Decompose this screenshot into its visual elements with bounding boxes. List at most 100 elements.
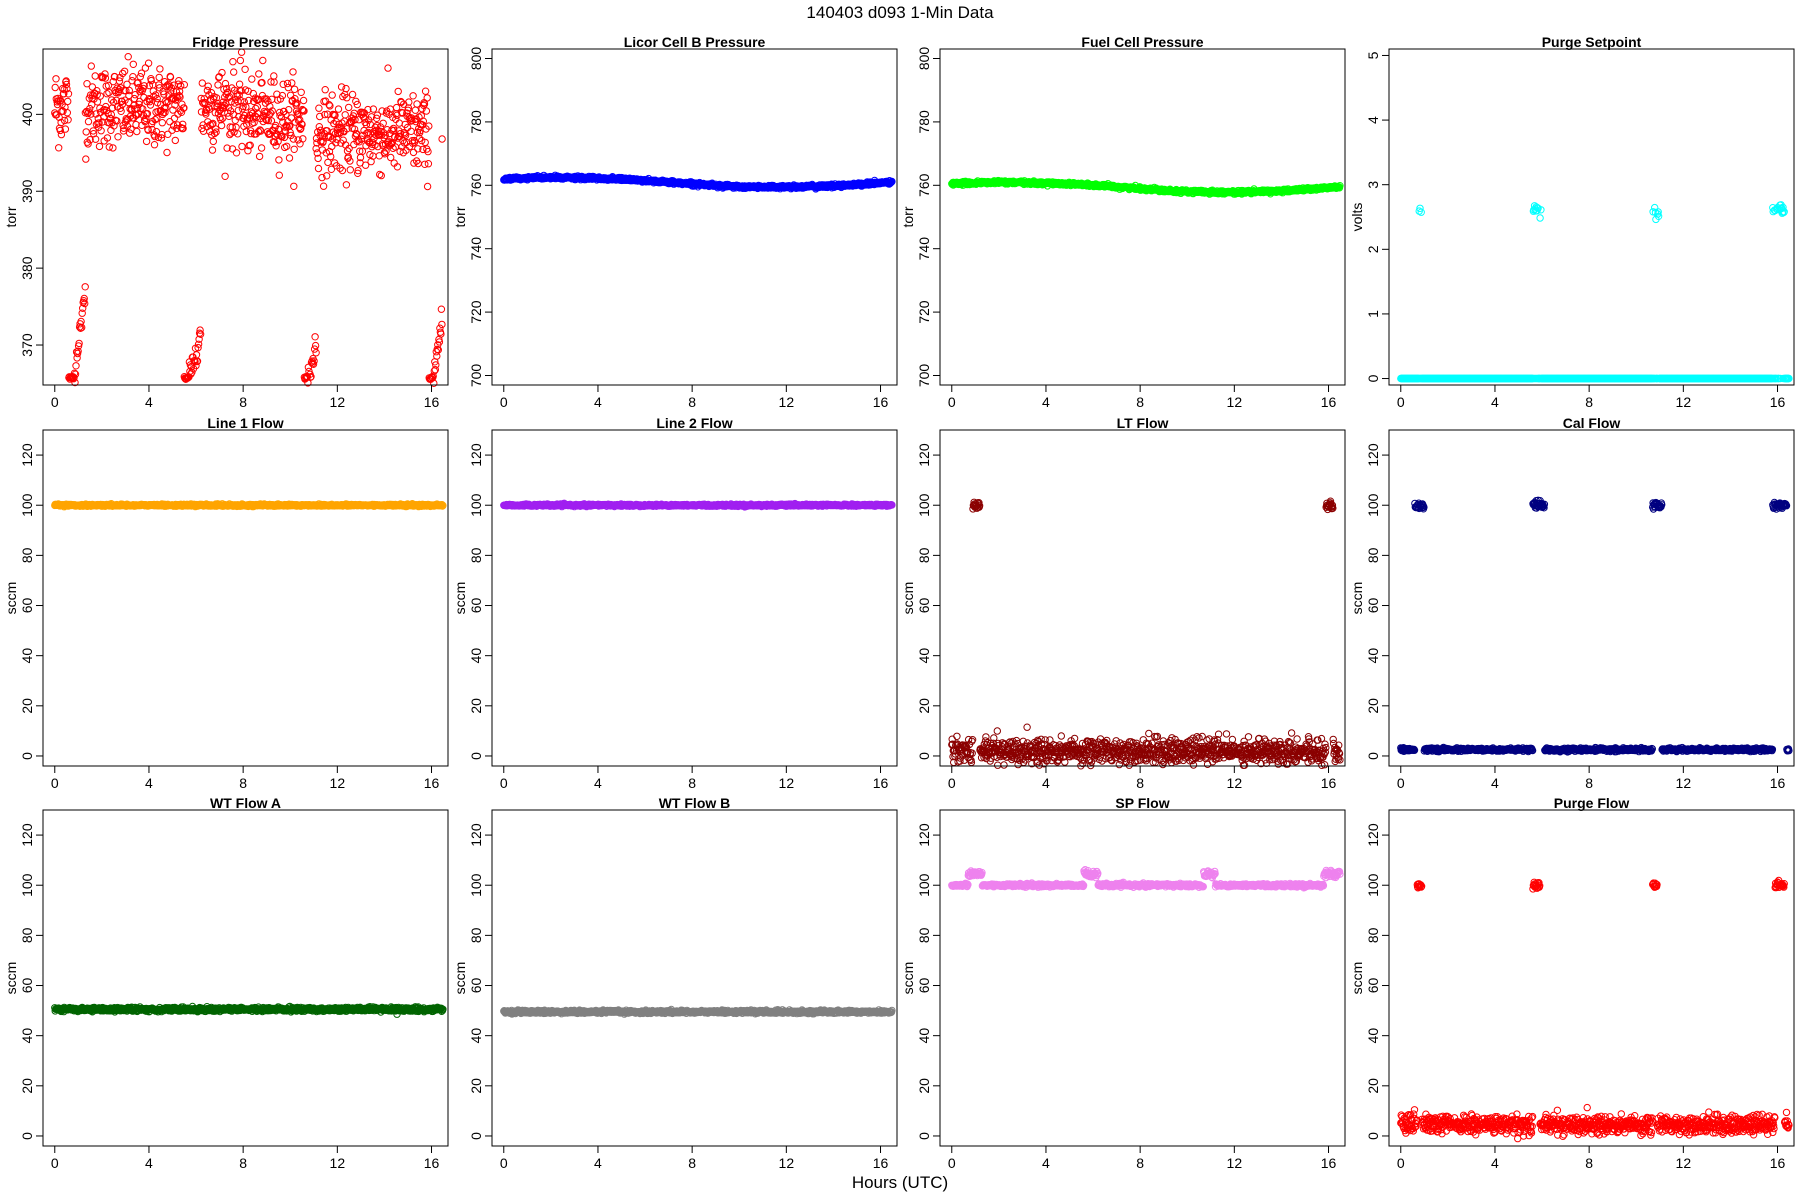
data-point [126, 129, 134, 137]
data-point [351, 116, 359, 124]
data-point [172, 92, 180, 101]
y-tick-label: 390 [19, 179, 35, 203]
y-tick-label: 700 [916, 364, 932, 388]
data-point [225, 112, 233, 121]
data-point [334, 105, 343, 113]
data-point [319, 182, 328, 190]
data-point [51, 83, 59, 92]
data-point [63, 85, 71, 93]
data-point [177, 108, 186, 117]
data-point [82, 128, 90, 136]
data-point [53, 111, 61, 119]
data-point [289, 135, 298, 143]
data-point [202, 105, 211, 114]
data-point [113, 84, 121, 92]
data-point [86, 136, 94, 144]
data-point [425, 122, 433, 130]
data-point [217, 116, 225, 124]
data-point [108, 104, 117, 112]
x-tick-label: 4 [1491, 394, 1499, 410]
data-point [294, 136, 302, 144]
data-point [423, 182, 432, 191]
data-point [354, 169, 362, 178]
y-tick-label: 3 [1365, 181, 1381, 189]
data-point [353, 100, 361, 109]
data-point [179, 120, 187, 129]
plot-frame [1388, 48, 1795, 386]
x-tick-label: 12 [779, 394, 795, 410]
data-point [418, 136, 426, 145]
y-tick-label: 780 [468, 110, 484, 134]
data-point [354, 166, 362, 175]
data-point [193, 357, 202, 365]
data-point [133, 127, 141, 136]
y-tick-label: 760 [916, 173, 932, 197]
data-point [52, 75, 60, 83]
data-point [232, 149, 241, 157]
data-point [162, 104, 170, 112]
data-point [247, 129, 255, 138]
data-point [287, 114, 296, 122]
data-point [1536, 214, 1544, 222]
data-point [153, 94, 161, 103]
y-tick-label: 2 [1365, 245, 1381, 253]
data-point [321, 86, 329, 94]
data-point [235, 91, 243, 99]
data-point [150, 141, 159, 149]
data-point [327, 152, 335, 161]
data-point [438, 135, 446, 143]
y-tick-label: 760 [468, 173, 484, 197]
data-point [290, 182, 298, 191]
data-point [87, 62, 96, 70]
data-point [396, 129, 405, 138]
data-points [1397, 201, 1793, 383]
data-point [228, 123, 236, 131]
data-point [239, 102, 247, 111]
data-point [64, 97, 72, 106]
data-point [107, 126, 115, 135]
data-point [325, 101, 333, 109]
data-point [342, 84, 350, 93]
data-point [346, 166, 354, 174]
data-point [275, 156, 283, 164]
panel-title: Licor Cell B Pressure [624, 34, 766, 50]
data-point [146, 101, 155, 109]
data-point [137, 69, 146, 77]
data-point [125, 86, 134, 95]
data-point [270, 78, 278, 86]
data-point [163, 148, 171, 157]
figure-xlabel: Hours (UTC) [852, 1173, 948, 1192]
data-point [387, 153, 395, 162]
data-point [321, 110, 329, 119]
data-point [194, 340, 203, 348]
data-points [51, 500, 447, 511]
data-point [217, 121, 226, 130]
data-point [117, 107, 125, 116]
data-point [322, 149, 330, 157]
x-tick-label: 16 [1770, 394, 1786, 410]
data-point [378, 131, 386, 139]
data-point [267, 78, 275, 86]
data-point [80, 294, 88, 303]
data-point [151, 132, 159, 141]
data-point [379, 119, 387, 128]
data-point [311, 333, 319, 341]
data-point [115, 85, 123, 94]
data-point [438, 320, 446, 329]
data-point [316, 112, 324, 121]
data-point [61, 125, 70, 133]
data-point [295, 110, 303, 118]
data-point [92, 110, 100, 118]
data-point [161, 108, 169, 117]
data-point [275, 171, 283, 179]
data-point [58, 84, 67, 93]
data-point [132, 120, 140, 129]
data-point [392, 103, 401, 112]
panel-title: Fuel Cell Pressure [1081, 34, 1203, 50]
data-point [315, 123, 323, 131]
data-point [105, 143, 114, 151]
data-point [262, 95, 270, 103]
data-point [214, 81, 222, 89]
data-point [162, 99, 171, 107]
